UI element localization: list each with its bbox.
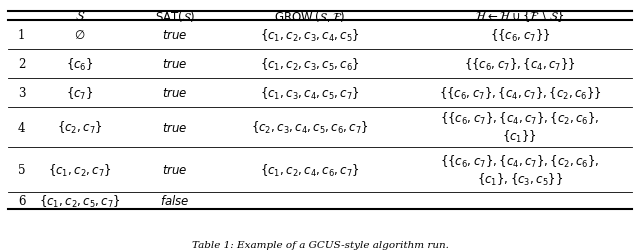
Text: $\{\{c_6, c_7\}\}$: $\{\{c_6, c_7\}\}$ bbox=[490, 27, 550, 43]
Text: 6: 6 bbox=[18, 194, 26, 207]
Text: $\{c_1\}\}$: $\{c_1\}\}$ bbox=[502, 129, 538, 144]
Text: $\{c_1, c_2, c_7\}$: $\{c_1, c_2, c_7\}$ bbox=[48, 162, 112, 178]
Text: $\{c_2, c_3, c_4, c_5, c_6, c_7\}$: $\{c_2, c_3, c_4, c_5, c_6, c_7\}$ bbox=[251, 119, 369, 136]
Text: $\{c_1, c_2, c_5, c_7\}$: $\{c_1, c_2, c_5, c_7\}$ bbox=[39, 193, 121, 209]
Text: $\mathit{true}$: $\mathit{true}$ bbox=[162, 163, 188, 176]
Text: $\{c_1, c_2, c_4, c_6, c_7\}$: $\{c_1, c_2, c_4, c_6, c_7\}$ bbox=[260, 162, 360, 178]
Text: $\{c_2, c_7\}$: $\{c_2, c_7\}$ bbox=[57, 119, 103, 136]
Text: $\mathrm{SAT}(\mathcal{S})$: $\mathrm{SAT}(\mathcal{S})$ bbox=[155, 9, 195, 24]
Text: 2: 2 bbox=[18, 58, 26, 71]
Text: $\{\{c_6, c_7\}, \{c_4, c_7\}, \{c_2, c_6\},$: $\{\{c_6, c_7\}, \{c_4, c_7\}, \{c_2, c_… bbox=[440, 153, 600, 169]
Text: $\{\{c_6, c_7\}, \{c_4, c_7\}\}$: $\{\{c_6, c_7\}, \{c_4, c_7\}\}$ bbox=[464, 56, 576, 72]
Text: $\mathcal{H} \leftarrow \mathcal{H} \cup \{\mathcal{F} \setminus \mathcal{S}\}$: $\mathcal{H} \leftarrow \mathcal{H} \cup… bbox=[475, 9, 565, 24]
Text: $\mathit{true}$: $\mathit{true}$ bbox=[162, 87, 188, 100]
Text: $\emptyset$: $\emptyset$ bbox=[74, 29, 86, 42]
Text: $\{c_1, c_2, c_3, c_4, c_5\}$: $\{c_1, c_2, c_3, c_4, c_5\}$ bbox=[260, 27, 360, 43]
Text: $\{\{c_6, c_7\}, \{c_4, c_7\}, \{c_2, c_6\},$: $\{\{c_6, c_7\}, \{c_4, c_7\}, \{c_2, c_… bbox=[440, 111, 600, 127]
Text: $\{c_1, c_3, c_4, c_5, c_7\}$: $\{c_1, c_3, c_4, c_5, c_7\}$ bbox=[260, 85, 360, 101]
Text: $\{c_1\}, \{c_3, c_5\}\}$: $\{c_1\}, \{c_3, c_5\}\}$ bbox=[477, 171, 563, 187]
Text: Table 1: Example of a GCUS-style algorithm run.: Table 1: Example of a GCUS-style algorit… bbox=[191, 241, 449, 249]
Text: 4: 4 bbox=[18, 121, 26, 134]
Text: $\{c_6\}$: $\{c_6\}$ bbox=[66, 56, 94, 72]
Text: $\mathcal{S}$: $\mathcal{S}$ bbox=[75, 10, 85, 23]
Text: $\mathit{true}$: $\mathit{true}$ bbox=[162, 121, 188, 134]
Text: 5: 5 bbox=[18, 163, 26, 176]
Text: $\mathit{false}$: $\mathit{false}$ bbox=[160, 194, 189, 208]
Text: $\{c_1, c_2, c_3, c_5, c_6\}$: $\{c_1, c_2, c_3, c_5, c_6\}$ bbox=[260, 56, 360, 72]
Text: 3: 3 bbox=[18, 87, 26, 100]
Text: $\{\{c_6, c_7\}, \{c_4, c_7\}, \{c_2, c_6\}\}$: $\{\{c_6, c_7\}, \{c_4, c_7\}, \{c_2, c_… bbox=[438, 85, 602, 101]
Text: $\mathrm{GROW}\,(\mathcal{S}, \mathcal{F})$: $\mathrm{GROW}\,(\mathcal{S}, \mathcal{F… bbox=[275, 9, 346, 24]
Text: $\mathit{true}$: $\mathit{true}$ bbox=[162, 29, 188, 42]
Text: $\mathit{true}$: $\mathit{true}$ bbox=[162, 58, 188, 71]
Text: 1: 1 bbox=[18, 29, 26, 42]
Text: $\{c_7\}$: $\{c_7\}$ bbox=[66, 85, 94, 101]
